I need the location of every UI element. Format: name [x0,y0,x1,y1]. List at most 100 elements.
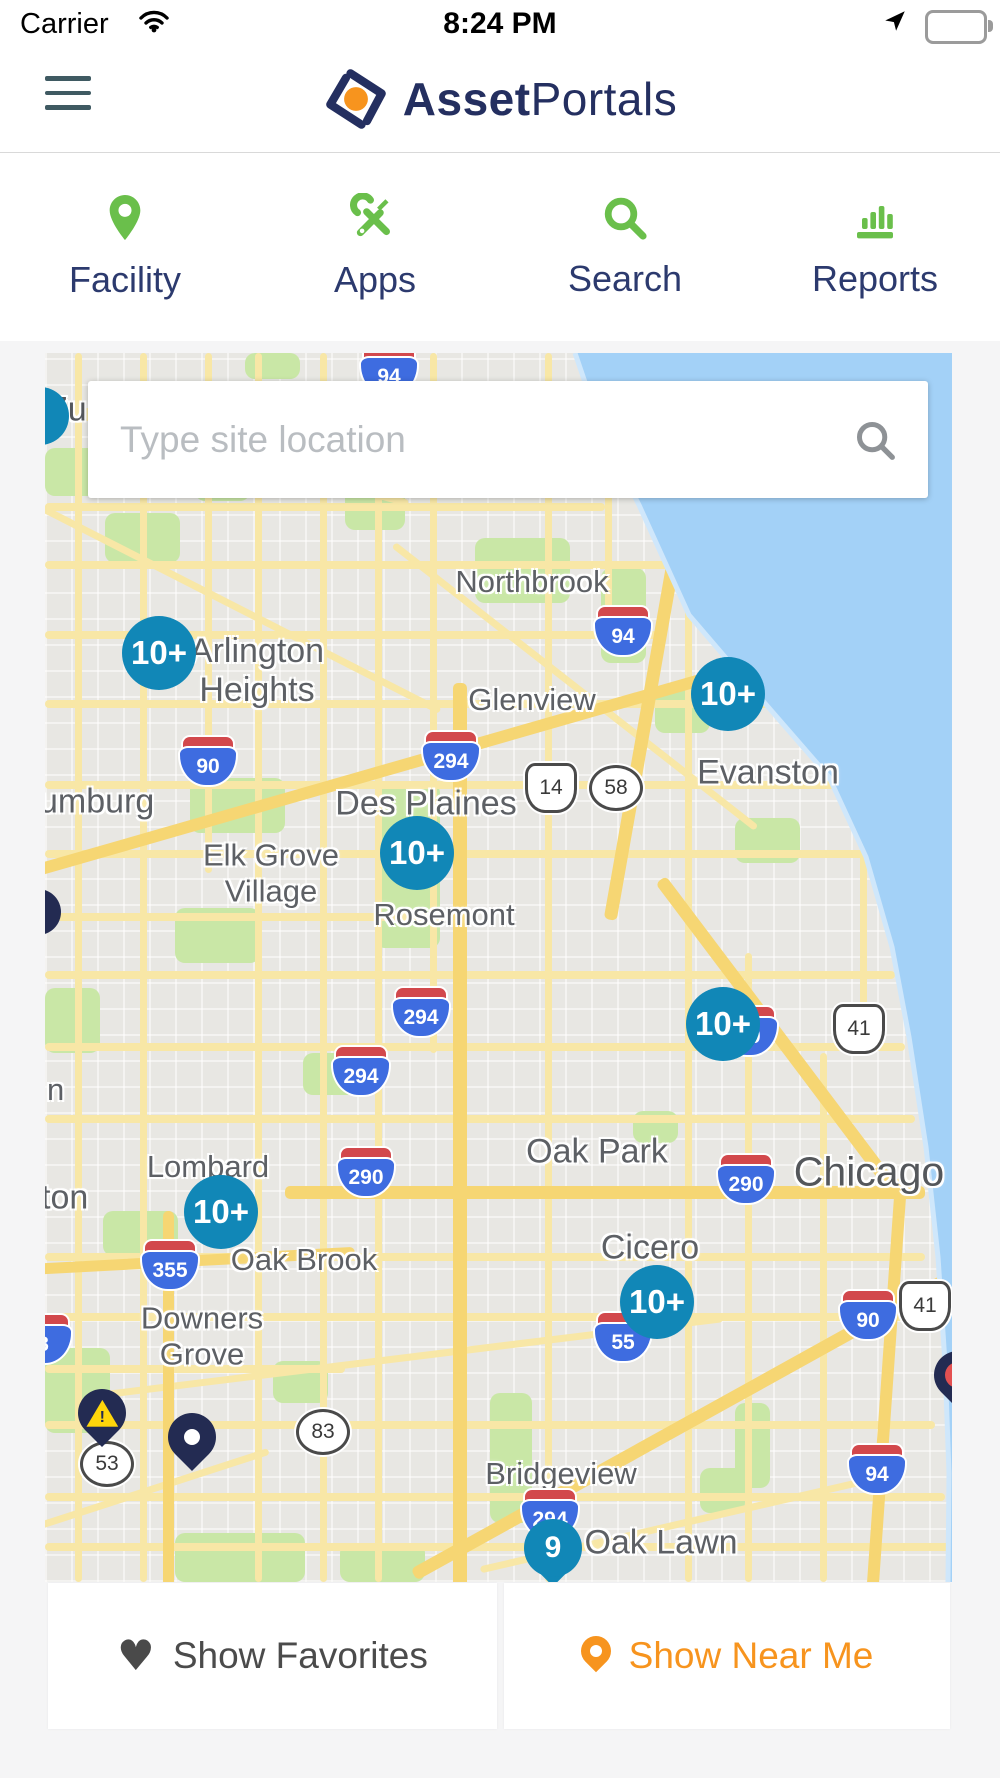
cluster-marker[interactable]: 10+ [380,816,454,890]
route-shield-58: 58 [589,765,643,811]
route-shield-us14: 14 [525,763,577,813]
road [45,781,845,789]
road [140,353,147,1582]
map-label: n [47,1072,65,1108]
alert-dot [945,1362,952,1388]
carrier-label: Carrier [20,8,109,40]
road [45,631,665,639]
road [45,1115,915,1123]
map-label: umburg [45,782,155,821]
logo-mark-icon [325,69,386,129]
map-label: Elk Grove Village [202,837,340,908]
app-header: AssetPortals [0,46,1000,152]
route-shield-i90: 90 [180,737,236,785]
nav-item-search[interactable]: Search [500,153,750,341]
road [45,1313,925,1321]
park [475,538,570,603]
map-search-bar [88,381,928,498]
map-label: Arlington Heights [189,631,325,709]
route-shield-i290: 290 [718,1155,774,1203]
show-favorites-label: Show Favorites [172,1635,428,1676]
road [75,353,82,1582]
map-label: Oak Park [526,1132,668,1171]
nav-item-reports[interactable]: Reports [750,153,1000,341]
pin-hole [184,1429,200,1445]
footer-bar: ♥ Show Favorites Show Near Me [0,1582,1000,1778]
search-icon [604,197,647,240]
cluster-marker[interactable]: 9 [524,1519,582,1577]
partial-circle-marker[interactable] [45,889,61,935]
show-near-me-label: Show Near Me [628,1635,874,1676]
road [745,953,752,1582]
nav-label-facility: Facility [68,259,181,300]
map-label: Bridgeview [485,1456,637,1492]
road [45,1365,345,1373]
app-logo: AssetPortals [0,46,1000,152]
cluster-marker[interactable]: 10+ [122,616,196,690]
route-shield-i88: 8 [45,1315,71,1363]
app-title: AssetPortals [403,72,677,126]
nav-label-apps: Apps [333,259,417,300]
nav-item-apps[interactable]: Apps [250,153,500,341]
bar-chart-icon [857,206,893,239]
nav-label-reports: Reports [811,258,939,299]
map-label: Evanston [697,753,839,792]
road [685,353,692,1582]
highway [453,683,467,1582]
park [45,988,100,1053]
road [45,1493,945,1501]
road [375,353,382,1582]
map-label: Chicago [793,1148,945,1195]
wifi-icon [138,9,170,38]
heart-icon: ♥ [117,1631,155,1680]
route-shield-i290: 290 [338,1148,394,1196]
primary-nav: Facility Apps Search [0,153,1000,341]
tools-icon [350,193,390,237]
show-favorites-button[interactable]: ♥ Show Favorites [48,1583,497,1729]
cluster-marker[interactable]: 10+ [184,1175,258,1249]
warning-triangle-icon: ! [86,1400,118,1427]
park [175,1533,305,1582]
map-canvas[interactable]: Zu Northbrook Arlington Heights Glenview… [45,353,952,1582]
road [45,561,952,569]
road [255,353,262,1582]
header-divider [0,152,1000,153]
road [820,1053,827,1582]
road [45,1543,952,1551]
highway [163,1211,174,1582]
map-label: Rosemont [373,897,515,933]
park [735,1403,770,1488]
road [320,353,327,1582]
road [545,353,552,1582]
cluster-marker[interactable]: 10+ [686,987,760,1061]
site-search-input[interactable] [118,417,852,462]
status-bar: Carrier 8:24 PM [0,0,1000,46]
lake-michigan [572,353,952,1582]
road [45,971,895,979]
road [45,1421,935,1429]
cluster-marker[interactable]: 10+ [691,657,765,731]
map-label: Northbrook [455,564,609,600]
route-shield-83: 83 [296,1409,350,1455]
route-shield-us41: 41 [833,1004,885,1054]
nav-label-search: Search [567,258,683,299]
route-shield-i294: 294 [423,732,479,780]
search-icon[interactable] [852,417,898,463]
route-shield-i94: 94 [849,1445,905,1493]
route-shield-us41: 41 [899,1281,951,1331]
map-label: ton [45,1178,89,1217]
show-near-me-button[interactable]: Show Near Me [504,1583,950,1729]
route-shield-i294: 294 [333,1047,389,1095]
route-shield-i90: 90 [840,1291,896,1339]
map-label: Oak Lawn [584,1523,738,1562]
route-shield-i94: 94 [595,607,651,655]
battery-icon [925,10,993,44]
route-shield-i294: 294 [393,988,449,1036]
hamburger-menu-button[interactable] [45,76,91,116]
cluster-marker[interactable]: 10+ [620,1265,694,1339]
nav-item-facility[interactable]: Facility [0,153,250,341]
route-shield-i355: 355 [142,1241,198,1289]
clock: 8:24 PM [443,7,557,40]
route-shield-53: 53 [80,1441,134,1487]
road [45,1043,905,1051]
